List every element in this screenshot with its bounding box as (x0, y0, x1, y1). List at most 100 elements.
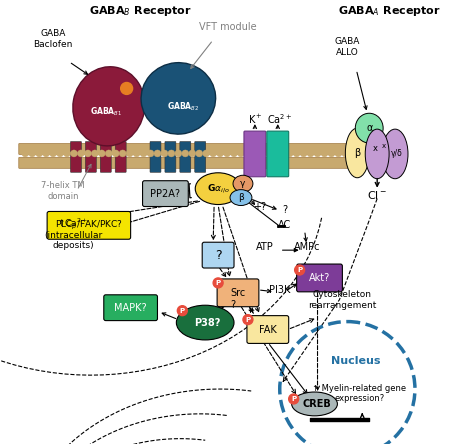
Text: G$α_{i/o}$: G$α_{i/o}$ (207, 182, 229, 195)
Circle shape (342, 150, 349, 157)
Circle shape (177, 306, 187, 316)
Text: P: P (180, 307, 185, 314)
Circle shape (210, 150, 217, 157)
Ellipse shape (141, 63, 216, 134)
Circle shape (133, 150, 140, 157)
Circle shape (22, 150, 29, 157)
Ellipse shape (195, 173, 241, 205)
Circle shape (71, 150, 77, 157)
Text: +?: +? (253, 202, 266, 212)
Circle shape (237, 150, 245, 157)
Circle shape (293, 150, 300, 157)
FancyBboxPatch shape (100, 142, 111, 172)
Text: PI3K: PI3K (269, 285, 291, 295)
Text: GABA
Baclofen: GABA Baclofen (33, 29, 73, 49)
Circle shape (64, 150, 71, 157)
FancyBboxPatch shape (267, 131, 289, 177)
Text: ?: ? (282, 206, 287, 215)
Text: P: P (216, 280, 221, 286)
Circle shape (349, 150, 356, 157)
Circle shape (84, 150, 91, 157)
Circle shape (36, 150, 43, 157)
Circle shape (121, 82, 133, 94)
Text: GABA$_B$ Receptor: GABA$_B$ Receptor (89, 4, 192, 18)
Text: GABA$_{B1}$: GABA$_{B1}$ (90, 105, 122, 117)
Ellipse shape (233, 175, 253, 192)
Ellipse shape (356, 113, 383, 143)
Text: AMPc: AMPc (294, 242, 321, 252)
Circle shape (105, 150, 112, 157)
Circle shape (43, 150, 50, 157)
FancyBboxPatch shape (19, 144, 358, 154)
Circle shape (258, 150, 265, 157)
Ellipse shape (73, 67, 145, 146)
FancyBboxPatch shape (71, 142, 82, 172)
FancyBboxPatch shape (19, 158, 358, 168)
Circle shape (182, 150, 189, 157)
Text: P: P (291, 396, 296, 402)
Circle shape (175, 150, 182, 157)
Text: x: x (382, 143, 386, 149)
Circle shape (224, 150, 230, 157)
Text: PP2A?: PP2A? (150, 189, 181, 198)
Text: CREB: CREB (302, 399, 331, 409)
Circle shape (140, 150, 147, 157)
Text: Ca$^{2+}$: Ca$^{2+}$ (267, 113, 292, 126)
Text: x: x (373, 145, 378, 154)
Circle shape (300, 150, 307, 157)
Text: ATP: ATP (256, 242, 273, 252)
Circle shape (189, 150, 196, 157)
Text: VFT module: VFT module (199, 22, 257, 32)
Circle shape (154, 150, 161, 157)
Circle shape (289, 394, 299, 404)
Circle shape (213, 278, 223, 288)
Text: Src: Src (230, 288, 246, 298)
Text: ↑Ca$^{2+}$
(intracellular
deposits): ↑Ca$^{2+}$ (intracellular deposits) (44, 217, 102, 250)
Ellipse shape (365, 129, 389, 179)
Text: AC: AC (278, 220, 292, 231)
Text: GABA
ALLO: GABA ALLO (335, 37, 360, 57)
Text: PLC$_β$/FAK/PKC?: PLC$_β$/FAK/PKC? (55, 219, 123, 232)
Circle shape (161, 150, 168, 157)
Text: β: β (238, 193, 244, 202)
FancyBboxPatch shape (180, 142, 191, 172)
Circle shape (230, 150, 237, 157)
Circle shape (126, 150, 133, 157)
Circle shape (168, 150, 175, 157)
Circle shape (56, 150, 64, 157)
Text: P: P (297, 267, 302, 273)
FancyBboxPatch shape (143, 181, 188, 206)
Text: GABA$_A$ Receptor: GABA$_A$ Receptor (337, 4, 441, 18)
FancyBboxPatch shape (115, 142, 126, 172)
Text: Nucleus: Nucleus (330, 356, 380, 366)
Text: MAPK?: MAPK? (114, 303, 147, 313)
Text: γ/δ: γ/δ (391, 150, 403, 158)
Text: P: P (246, 316, 250, 323)
Text: Cytoskeleton
rearrangement: Cytoskeleton rearrangement (308, 290, 376, 310)
Circle shape (50, 150, 56, 157)
Text: ↑ Myelin-related gene
expression?: ↑ Myelin-related gene expression? (312, 384, 406, 403)
Circle shape (119, 150, 126, 157)
Text: ?: ? (230, 299, 235, 310)
Text: β: β (354, 148, 360, 158)
Circle shape (98, 150, 105, 157)
Circle shape (196, 150, 203, 157)
Circle shape (91, 150, 98, 157)
Circle shape (272, 150, 279, 157)
Circle shape (245, 150, 251, 157)
FancyBboxPatch shape (85, 142, 96, 172)
Circle shape (295, 265, 305, 275)
Circle shape (265, 150, 272, 157)
Text: 7-helix TM
domain: 7-helix TM domain (41, 181, 85, 201)
FancyBboxPatch shape (104, 295, 157, 320)
Circle shape (328, 150, 335, 157)
Ellipse shape (176, 305, 234, 340)
FancyBboxPatch shape (195, 142, 206, 172)
Circle shape (286, 150, 293, 157)
FancyBboxPatch shape (217, 279, 259, 307)
Circle shape (217, 150, 224, 157)
Text: Akt?: Akt? (309, 273, 330, 283)
Ellipse shape (230, 190, 252, 206)
Text: K$^+$: K$^+$ (247, 113, 262, 126)
Circle shape (112, 150, 119, 157)
